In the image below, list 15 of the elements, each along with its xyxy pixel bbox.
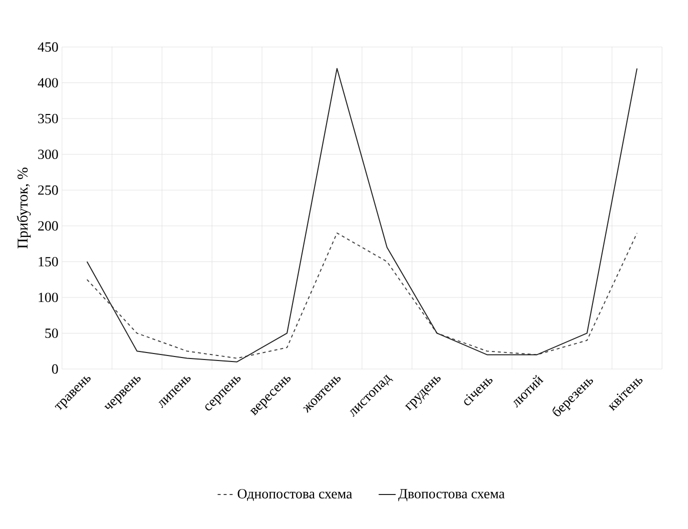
y-tick-label: 150: [38, 256, 58, 266]
y-tick-label: 200: [38, 221, 58, 231]
y-tick-label: 0: [52, 364, 58, 374]
y-tick-label: 400: [38, 78, 58, 88]
line-series: [86, 68, 638, 362]
y-tick-label: 250: [38, 185, 58, 195]
line-series: [86, 232, 638, 359]
y-tick-label: 350: [38, 114, 58, 124]
legend-label: Однопостова схема: [238, 489, 352, 502]
y-tick-label: 300: [38, 150, 58, 160]
y-tick-label: 50: [45, 328, 58, 338]
y-tick-label: 450: [38, 42, 58, 52]
y-axis-title: Прибуток, %: [16, 168, 31, 248]
legend-label: Двопостова схема: [398, 489, 505, 502]
y-tick-label: 100: [38, 292, 58, 302]
